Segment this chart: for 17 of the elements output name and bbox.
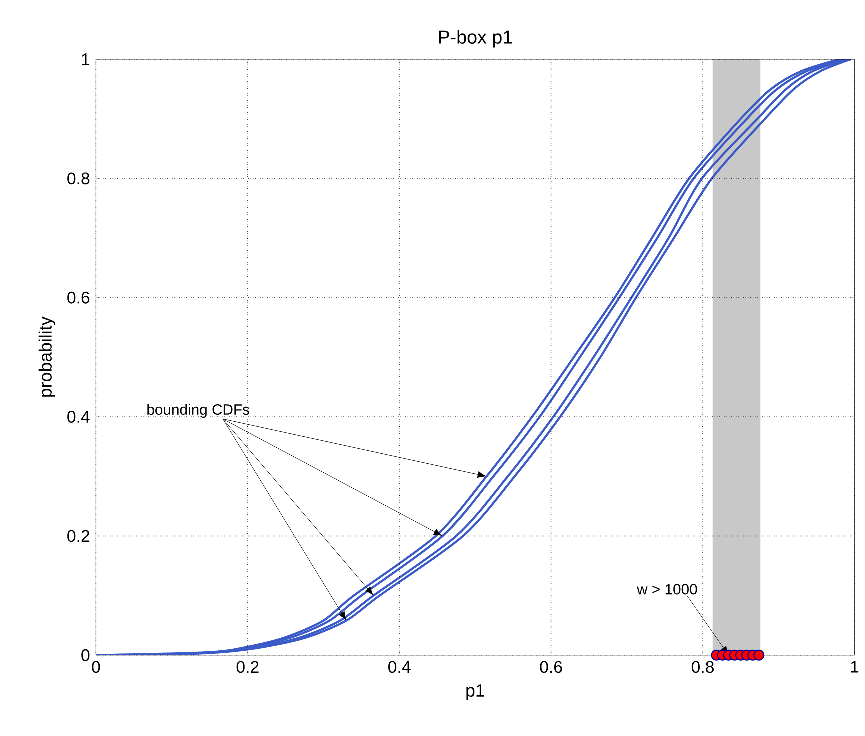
y-tick-label: 0.8: [68, 172, 90, 185]
x-tick-label: 0.8: [692, 661, 714, 674]
y-tick-label: 0.4: [68, 411, 90, 424]
chart-title: P-box p1: [439, 30, 512, 48]
annotation: bounding CDFs: [148, 404, 250, 418]
x-tick-label: 1: [851, 661, 859, 673]
y-tick-label: 0.2: [68, 530, 90, 542]
y-tick-label: 0.6: [68, 292, 90, 304]
annotation: w > 1000: [637, 584, 698, 595]
x-tick-label: 0.6: [540, 661, 562, 674]
x-tick-label: 0.2: [236, 661, 259, 674]
x-tick-label: 0: [92, 661, 100, 674]
y-tick-label: 0: [82, 650, 90, 662]
x-tick-label: 0.4: [388, 661, 411, 674]
x-axis-title: p1: [466, 684, 484, 701]
y-axis-title: probability: [38, 316, 56, 398]
y-tick-label: 1: [82, 54, 90, 66]
